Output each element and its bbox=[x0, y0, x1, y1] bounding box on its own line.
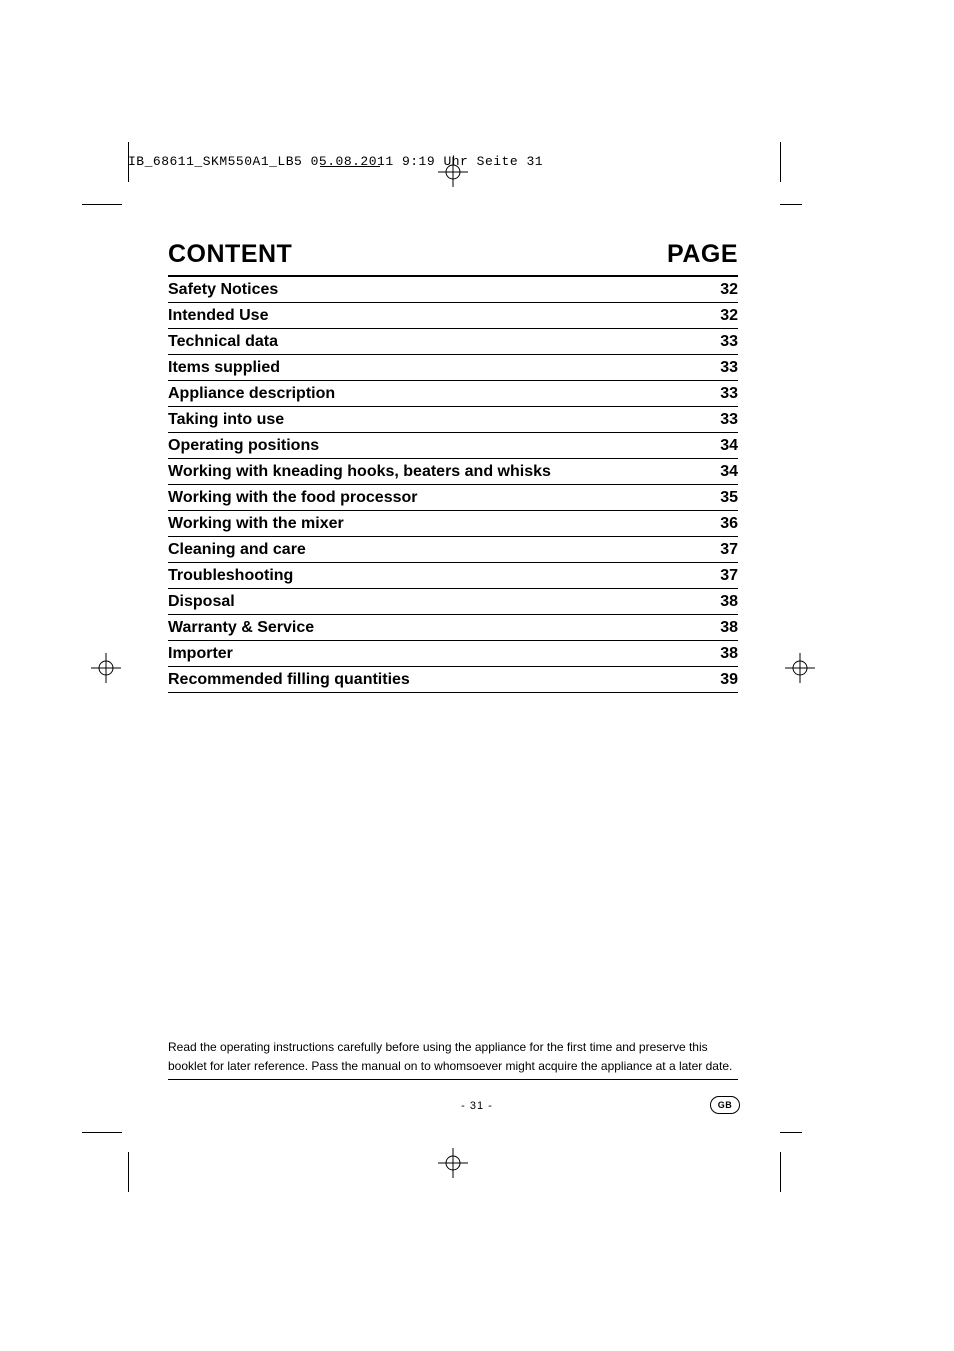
toc-row: Recommended filling quantities 39 bbox=[168, 667, 738, 693]
toc-header-page: PAGE bbox=[667, 240, 738, 269]
toc-title: Technical data bbox=[168, 333, 278, 351]
page-number: - 31 - bbox=[0, 1100, 954, 1112]
footer-note: Read the operating instructions carefull… bbox=[168, 1038, 738, 1080]
toc-row: Technical data 33 bbox=[168, 329, 738, 355]
toc-row: Disposal 38 bbox=[168, 589, 738, 615]
toc-page: 39 bbox=[720, 671, 738, 689]
toc-title: Intended Use bbox=[168, 307, 268, 325]
crop-mark bbox=[82, 204, 122, 205]
toc-page: 37 bbox=[720, 541, 738, 559]
toc-header-content: CONTENT bbox=[168, 240, 292, 269]
toc-row: Appliance description 33 bbox=[168, 381, 738, 407]
crop-mark bbox=[780, 204, 802, 205]
toc-header: CONTENT PAGE bbox=[168, 240, 738, 277]
crop-mark bbox=[780, 1132, 802, 1133]
toc-page: 32 bbox=[720, 307, 738, 325]
toc-row: Working with the food processor 35 bbox=[168, 485, 738, 511]
toc-row: Intended Use 32 bbox=[168, 303, 738, 329]
registration-mark-icon bbox=[91, 653, 121, 683]
toc-row: Cleaning and care 37 bbox=[168, 537, 738, 563]
toc-row: Working with the mixer 36 bbox=[168, 511, 738, 537]
toc-title: Working with the mixer bbox=[168, 515, 344, 533]
registration-mark-icon bbox=[785, 653, 815, 683]
toc-page: 34 bbox=[720, 437, 738, 455]
toc-title: Recommended filling quantities bbox=[168, 671, 410, 689]
toc-page: 32 bbox=[720, 281, 738, 299]
toc-page: 33 bbox=[720, 385, 738, 403]
toc-row: Working with kneading hooks, beaters and… bbox=[168, 459, 738, 485]
toc-row: Operating positions 34 bbox=[168, 433, 738, 459]
crop-mark bbox=[780, 1152, 781, 1192]
toc-page: 36 bbox=[720, 515, 738, 533]
toc-title: Appliance description bbox=[168, 385, 335, 403]
toc-page: 34 bbox=[720, 463, 738, 481]
crop-mark bbox=[82, 1132, 122, 1133]
registration-mark-icon bbox=[438, 1148, 468, 1178]
toc-page: 38 bbox=[720, 593, 738, 611]
toc-row: Taking into use 33 bbox=[168, 407, 738, 433]
toc-row: Warranty & Service 38 bbox=[168, 615, 738, 641]
page-content: CONTENT PAGE Safety Notices 32 Intended U… bbox=[168, 240, 738, 693]
toc-title: Working with the food processor bbox=[168, 489, 418, 507]
toc-title: Warranty & Service bbox=[168, 619, 314, 637]
toc-row: Safety Notices 32 bbox=[168, 277, 738, 303]
toc-title: Taking into use bbox=[168, 411, 284, 429]
toc-page: 35 bbox=[720, 489, 738, 507]
language-badge: GB bbox=[710, 1096, 740, 1114]
toc-page: 37 bbox=[720, 567, 738, 585]
toc-row: Importer 38 bbox=[168, 641, 738, 667]
crop-mark bbox=[128, 142, 129, 182]
toc-row: Items supplied 33 bbox=[168, 355, 738, 381]
toc-title: Disposal bbox=[168, 593, 235, 611]
header-underline bbox=[320, 166, 380, 167]
registration-mark-icon bbox=[438, 157, 468, 187]
toc-page: 33 bbox=[720, 411, 738, 429]
toc-page: 38 bbox=[720, 645, 738, 663]
toc-title: Troubleshooting bbox=[168, 567, 293, 585]
toc-title: Cleaning and care bbox=[168, 541, 306, 559]
toc-title: Importer bbox=[168, 645, 233, 663]
toc-title: Items supplied bbox=[168, 359, 280, 377]
toc-title: Working with kneading hooks, beaters and… bbox=[168, 463, 551, 481]
toc-title: Safety Notices bbox=[168, 281, 278, 299]
crop-mark bbox=[780, 142, 781, 182]
toc-body: Safety Notices 32 Intended Use 32 Technica… bbox=[168, 277, 738, 693]
crop-mark bbox=[128, 1152, 129, 1192]
toc-page: 33 bbox=[720, 333, 738, 351]
toc-page: 33 bbox=[720, 359, 738, 377]
toc-page: 38 bbox=[720, 619, 738, 637]
toc-row: Troubleshooting 37 bbox=[168, 563, 738, 589]
toc-title: Operating positions bbox=[168, 437, 319, 455]
